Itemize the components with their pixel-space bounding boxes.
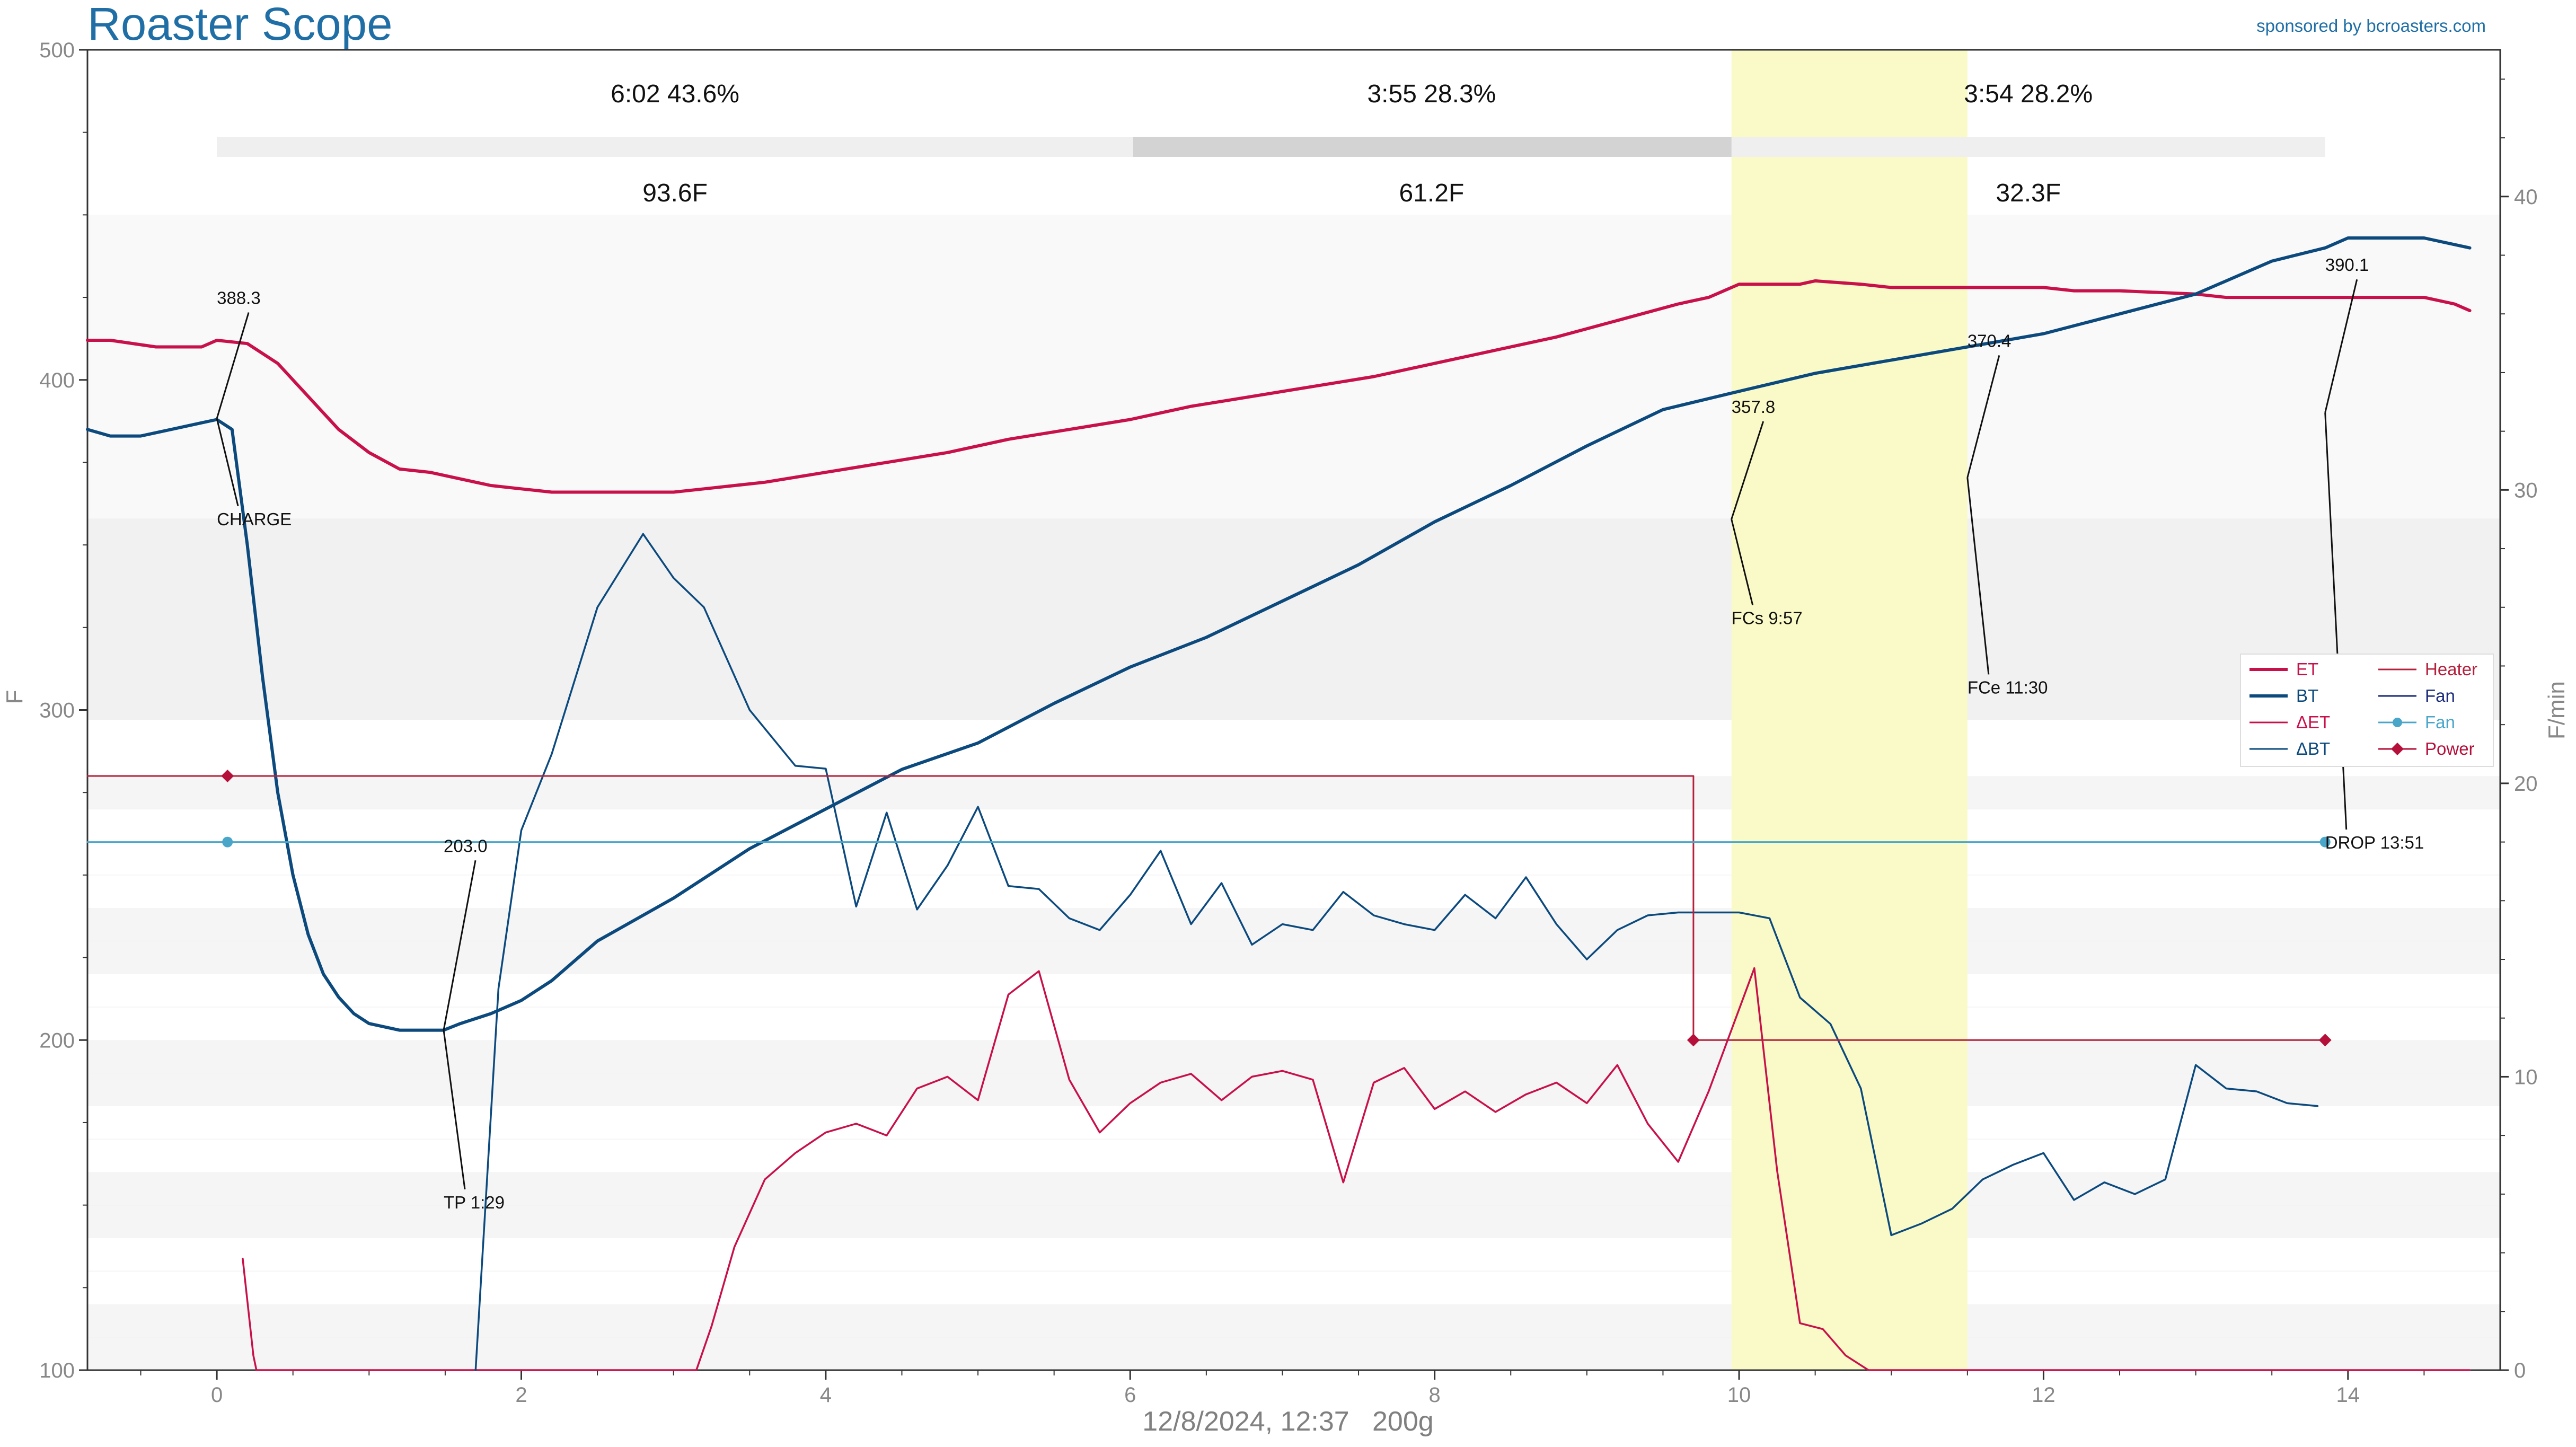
phase-bar — [217, 137, 2325, 157]
band-upper — [87, 215, 2500, 519]
y2-axis-label: F/min — [2544, 681, 2570, 739]
legend-item[interactable]: Fan — [2376, 712, 2455, 733]
legend-swatch — [2249, 721, 2288, 724]
annotation-label: 370.4 — [1968, 331, 2012, 350]
sponsor-link[interactable]: sponsored by bcroasters.com — [2256, 16, 2486, 36]
y-tick-label: 500 — [39, 39, 75, 62]
y-tick-label: 200 — [39, 1029, 75, 1052]
x-tick-label: 0 — [211, 1383, 223, 1407]
power-marker — [2318, 1034, 2332, 1047]
x-tick-label: 4 — [820, 1383, 832, 1407]
annotation-label: 203.0 — [444, 836, 488, 855]
phase-time-pct: 3:55 28.3% — [1367, 80, 1496, 108]
annotation-leader — [216, 418, 239, 507]
annotation-label: FCe 11:30 — [1968, 677, 2048, 697]
series — [86, 236, 2472, 1371]
band-stripe — [87, 776, 2500, 809]
legend-label: ΔBT — [2296, 739, 2331, 758]
x-tick-label: 10 — [1727, 1383, 1751, 1407]
y-axis-label: F — [2, 690, 28, 704]
phase-rise: 93.6F — [642, 179, 708, 207]
annotation-leader — [1731, 519, 1754, 605]
annotation-leader — [1731, 421, 1765, 520]
x-tick-label: 12 — [2032, 1383, 2055, 1407]
chart-legend: ET BT ΔET ΔBT Heater Fan Fan Power — [2240, 654, 2494, 767]
legend-swatch — [2249, 748, 2288, 750]
y2-tick-label: 0 — [2514, 1359, 2526, 1382]
legend-label: Power — [2425, 739, 2475, 758]
annotation-leader — [1966, 477, 1990, 675]
power-marker — [1687, 1034, 1700, 1047]
legend-item[interactable]: Fan — [2376, 685, 2455, 707]
annotation-label: DROP 13:51 — [2325, 833, 2424, 852]
x-tick-label: 8 — [1429, 1383, 1441, 1407]
x-tick-label: 14 — [2336, 1383, 2360, 1407]
legend-item[interactable]: Heater — [2376, 659, 2477, 680]
annotation-label: TP 1:29 — [444, 1193, 505, 1212]
annotation-leader — [216, 312, 250, 419]
phase-labels: 6:02 43.6% 93.6F 3:55 28.3% 61.2F 3:54 28.2%… — [611, 80, 2093, 207]
annotation-label: FCs 9:57 — [1732, 608, 1803, 628]
y-tick-label: 400 — [39, 369, 75, 392]
legend-swatch — [2378, 718, 2416, 727]
legend-item[interactable]: BT — [2247, 685, 2318, 707]
y-tick-label: 100 — [39, 1359, 75, 1382]
legend-swatch — [2378, 668, 2416, 670]
series-line-delta-et — [242, 967, 2471, 1371]
x-tick-label: 6 — [1124, 1383, 1136, 1407]
series-line-bt — [86, 236, 2472, 1032]
phase-rise: 61.2F — [1399, 179, 1465, 207]
phase-time-pct: 3:54 28.2% — [1964, 80, 2093, 108]
annotation-label: 388.3 — [217, 288, 261, 308]
phase-bar-middle — [1133, 137, 1732, 157]
annotation-label: 390.1 — [2325, 255, 2369, 275]
annotation-leader — [443, 1030, 466, 1190]
legend-label: Fan — [2425, 686, 2455, 705]
background-bands — [87, 215, 2500, 1370]
legend-item[interactable]: ΔBT — [2247, 738, 2330, 760]
legend-item[interactable]: Power — [2376, 738, 2475, 760]
legend-swatch — [2378, 743, 2416, 755]
first-crack-highlight — [1731, 50, 1968, 1370]
band-mid — [87, 518, 2500, 720]
phase-rise: 32.3F — [1996, 179, 2061, 207]
series-line-heater — [86, 775, 2326, 1041]
x-tick-label: 2 — [515, 1383, 527, 1407]
y-tick-label: 300 — [39, 699, 75, 722]
y2-tick-label: 30 — [2514, 479, 2538, 502]
y2-tick-label: 20 — [2514, 772, 2538, 796]
app-title: Roaster Scope — [87, 0, 393, 50]
annotations: 388.3 CHARGE 203.0 TP 1:29 357.8 FCs 9:57 370.… — [216, 255, 2424, 1212]
roast-info-footer: 12/8/2024, 12:37 200g — [1142, 1406, 1434, 1437]
annotation-leader — [443, 860, 477, 1030]
legend-item[interactable]: ΔET — [2247, 712, 2330, 733]
power-marker — [221, 770, 234, 783]
legend-label: BT — [2296, 686, 2319, 705]
annotation-label: CHARGE — [217, 509, 292, 529]
y2-tick-label: 40 — [2514, 186, 2538, 209]
phase-time-pct: 6:02 43.6% — [611, 80, 739, 108]
legend-item[interactable]: ET — [2247, 659, 2318, 680]
legend-label: Heater — [2425, 659, 2478, 679]
axes: 0 2 4 6 8 10 12 14 100 200 300 400 500 0 10 20 30 40 F F/mi… — [2, 39, 2570, 1407]
series-line-delta-bt — [474, 533, 2319, 1371]
annotation-label: 357.8 — [1732, 397, 1776, 417]
legend-label: ET — [2296, 659, 2319, 679]
legend-label: Fan — [2425, 712, 2455, 732]
annotation-leader — [1966, 355, 2000, 478]
series-line-et — [86, 279, 2472, 494]
fan-marker — [2319, 836, 2331, 848]
legend-swatch — [2249, 668, 2288, 671]
legend-swatch — [2378, 695, 2416, 697]
legend-swatch — [2249, 694, 2288, 698]
legend-label: ΔET — [2296, 712, 2331, 732]
fan-marker — [222, 836, 233, 848]
markers — [221, 770, 2332, 1047]
annotation-leader — [2324, 279, 2358, 413]
y2-tick-label: 10 — [2514, 1065, 2538, 1089]
